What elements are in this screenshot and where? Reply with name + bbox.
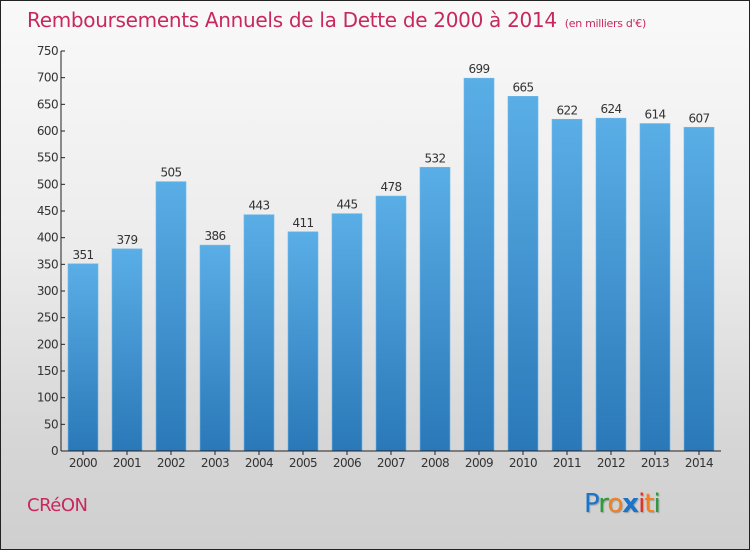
x-tick-label: 2005 [289,456,317,470]
data-label-2002: 505 [160,166,181,180]
bar-2012 [595,117,627,452]
bar-2002 [155,181,187,452]
data-label-2004: 443 [248,199,269,213]
bar-2010 [507,96,539,452]
bar-2001 [111,248,143,452]
x-tick-label: 2003 [201,456,229,470]
data-label-2000: 351 [72,248,93,262]
y-tick-label: 450 [37,204,58,218]
data-label-2008: 532 [424,151,445,165]
y-tick-label: 250 [37,311,58,325]
axes-group: 2000 2001 2002 2003 2004 2005 2006 2007 2008 2009… [37,44,721,470]
y-tick-label: 750 [37,44,58,58]
bar-2005 [287,231,319,452]
y-tick-label: 0 [51,444,58,458]
data-label-2005: 411 [292,216,313,230]
logo-letter: i [638,489,645,519]
y-tick-label: 200 [37,337,58,351]
x-tick-label: 2011 [553,456,581,470]
x-tick-label: 2000 [69,456,97,470]
bars-group: 351 379 505 386 443 411 445 478 532 699 665 622 624 6… [67,62,715,452]
logo-letter: x [622,489,639,519]
logo-letter: t [644,489,654,519]
y-tick-label: 400 [37,231,58,245]
bar-2000 [67,263,99,452]
bar-2014 [683,126,715,452]
data-label-2012: 624 [600,102,621,116]
y-tick-label: 150 [37,364,58,378]
x-tick-label: 2004 [245,456,273,470]
y-tick-label: 650 [37,97,58,111]
y-tick-label: 700 [37,71,58,85]
bar-2008 [419,166,451,452]
x-tick-label: 2013 [641,456,669,470]
bar-2003 [199,244,231,452]
x-tick-label: 2002 [157,456,185,470]
data-label-2007: 478 [380,180,401,194]
data-label-2014: 607 [688,111,709,125]
bar-2006 [331,213,363,452]
bar-2009 [463,77,495,452]
bar-2007 [375,195,407,452]
x-tick-label: 2014 [685,456,713,470]
data-label-2011: 622 [556,103,577,117]
x-tick-label: 2008 [421,456,449,470]
x-tick-label: 2006 [333,456,361,470]
logo-letter: P [584,489,599,519]
y-tick-label: 100 [37,391,58,405]
proxiti-logo: Proxiti [584,489,661,519]
y-tick-label: 600 [37,124,58,138]
commune-name: CRéON [27,495,88,516]
bar-2013 [639,123,671,452]
x-tick-label: 2010 [509,456,537,470]
data-label-2009: 699 [468,62,489,76]
y-tick-label: 500 [37,177,58,191]
y-tick-label: 50 [44,417,58,431]
y-tick-label: 350 [37,257,58,271]
x-tick-label: 2007 [377,456,405,470]
chart-title: Remboursements Annuels de la Dette de 20… [27,8,646,32]
bar-2004 [243,214,275,452]
y-tick-label: 550 [37,151,58,165]
logo-letter: i [653,489,661,519]
unit-label: (en milliers d'€) [564,17,646,30]
data-label-2003: 386 [204,229,225,243]
x-tick-label: 2009 [465,456,493,470]
data-label-2013: 614 [644,108,665,122]
bar-2011 [551,118,583,452]
title-text: Remboursements Annuels de la Dette de 20… [27,8,557,32]
logo-letter: o [607,489,623,519]
y-tick-label: 300 [37,284,58,298]
data-label-2010: 665 [512,80,533,94]
data-label-2001: 379 [116,233,137,247]
logo-letter: r [598,489,608,519]
x-tick-label: 2001 [113,456,141,470]
data-label-2006: 445 [336,198,357,212]
x-tick-label: 2012 [597,456,625,470]
